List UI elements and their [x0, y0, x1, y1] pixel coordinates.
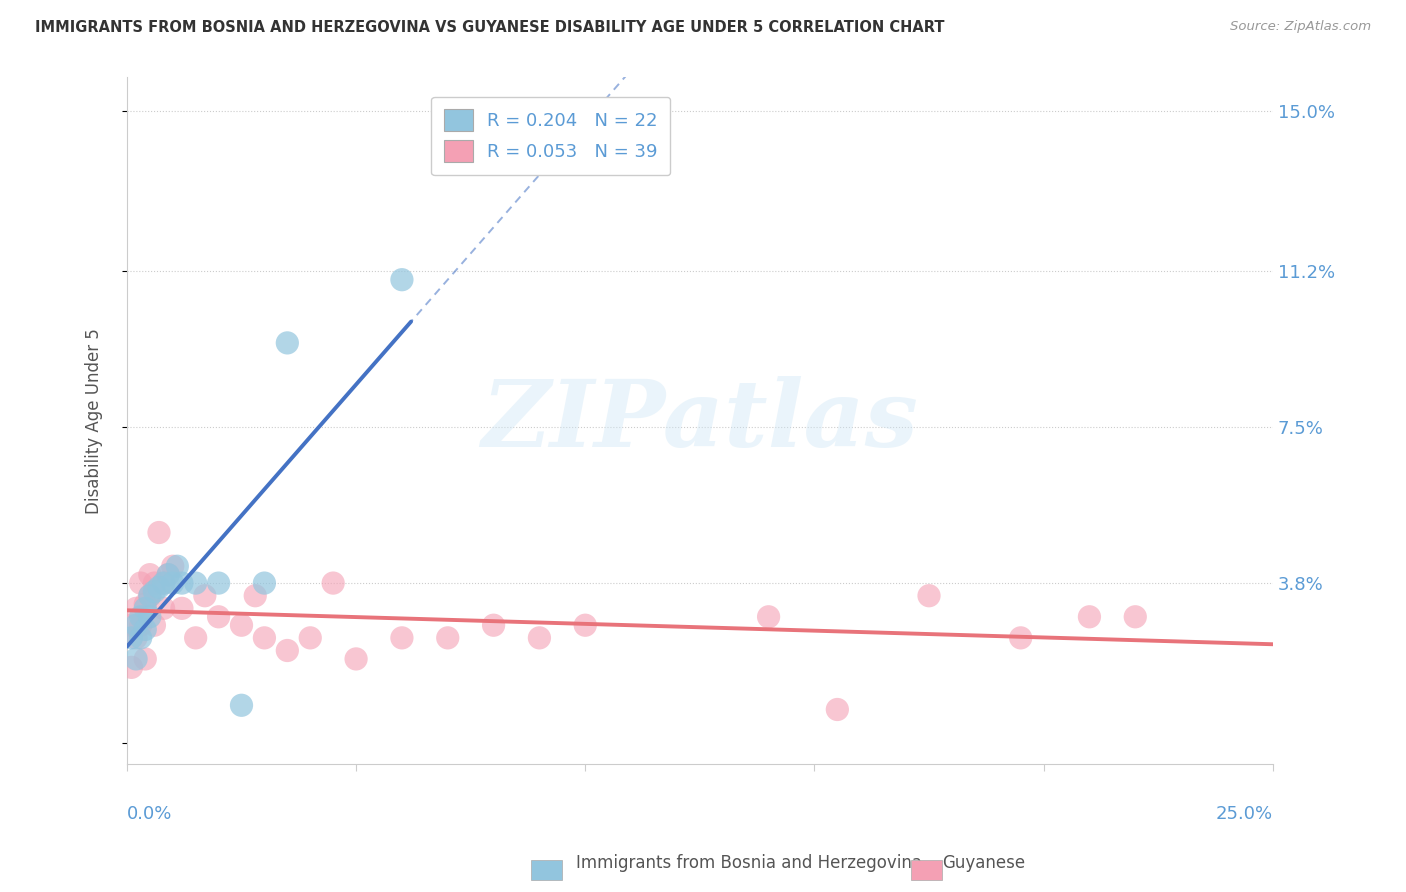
Point [436, 631, 458, 645]
Point [276, 335, 298, 350]
Point [134, 623, 156, 637]
Point [125, 631, 148, 645]
Point [134, 652, 156, 666]
Point [253, 576, 276, 591]
Point [125, 601, 148, 615]
Text: 0.0%: 0.0% [127, 805, 173, 823]
Point [152, 576, 174, 591]
Point [134, 601, 156, 615]
Point [152, 576, 174, 591]
Point [162, 576, 184, 591]
Point [143, 576, 166, 591]
Point [134, 597, 156, 611]
Point [139, 567, 162, 582]
Point [157, 567, 180, 582]
Text: Source: ZipAtlas.com: Source: ZipAtlas.com [1230, 20, 1371, 33]
Point [276, 643, 298, 657]
Point [231, 698, 253, 713]
Point [529, 631, 551, 645]
Text: 25.0%: 25.0% [1216, 805, 1272, 823]
Point [253, 631, 276, 645]
Point [129, 631, 152, 645]
Point [1078, 609, 1101, 624]
Legend: R = 0.204   N = 22, R = 0.053   N = 39: R = 0.204 N = 22, R = 0.053 N = 39 [432, 96, 671, 175]
Point [121, 631, 143, 645]
Point [148, 580, 170, 594]
Text: Guyanese: Guyanese [942, 855, 1025, 872]
Point [170, 576, 193, 591]
Text: ZIPatlas: ZIPatlas [481, 376, 918, 466]
Point [391, 631, 413, 645]
Point [574, 618, 596, 632]
Point [129, 609, 152, 624]
Point [157, 567, 180, 582]
Point [143, 584, 166, 599]
Point [152, 601, 174, 615]
Point [344, 652, 367, 666]
Point [207, 609, 229, 624]
Point [391, 273, 413, 287]
Point [918, 589, 941, 603]
Point [1010, 631, 1032, 645]
Point [162, 559, 184, 574]
Point [194, 589, 217, 603]
Point [139, 589, 162, 603]
Text: Immigrants from Bosnia and Herzegovina: Immigrants from Bosnia and Herzegovina [576, 855, 922, 872]
Point [129, 576, 152, 591]
Point [129, 618, 152, 632]
Point [827, 702, 849, 716]
Point [482, 618, 505, 632]
Point [166, 559, 188, 574]
Point [139, 609, 162, 624]
Point [207, 576, 229, 591]
Point [121, 618, 143, 632]
Point [758, 609, 780, 624]
Point [170, 601, 193, 615]
Point [184, 576, 207, 591]
Text: IMMIGRANTS FROM BOSNIA AND HERZEGOVINA VS GUYANESE DISABILITY AGE UNDER 5 CORREL: IMMIGRANTS FROM BOSNIA AND HERZEGOVINA V… [35, 20, 945, 35]
Point [245, 589, 267, 603]
Point [121, 660, 143, 674]
Point [139, 589, 162, 603]
Point [1123, 609, 1146, 624]
Point [125, 618, 148, 632]
Y-axis label: Disability Age Under 5: Disability Age Under 5 [86, 328, 103, 514]
Point [125, 652, 148, 666]
Point [184, 631, 207, 645]
Point [322, 576, 344, 591]
Point [148, 525, 170, 540]
Point [143, 618, 166, 632]
Point [299, 631, 322, 645]
Point [231, 618, 253, 632]
